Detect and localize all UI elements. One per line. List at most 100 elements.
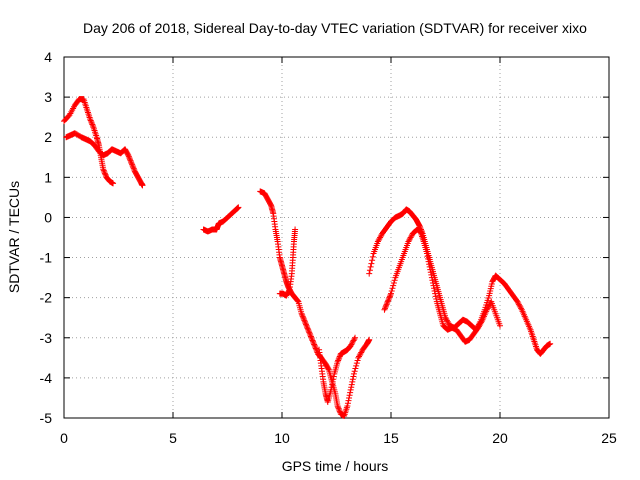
data-point	[308, 334, 315, 341]
data-point	[429, 277, 436, 284]
data-point	[308, 336, 315, 343]
y-tick-label: 4	[44, 49, 52, 65]
data-point	[301, 317, 308, 324]
data-point	[334, 358, 341, 365]
data-point	[428, 271, 435, 278]
data-point	[517, 304, 524, 311]
data-point	[130, 164, 137, 171]
data-point	[348, 381, 355, 388]
y-tick-label: 3	[44, 89, 52, 105]
data-point	[353, 362, 360, 369]
data-point	[348, 384, 355, 391]
grid-layer	[64, 57, 609, 418]
data-point	[87, 117, 94, 124]
data-point	[304, 324, 311, 331]
data-point	[352, 334, 359, 341]
series-track-2	[63, 130, 146, 189]
data-point	[382, 305, 389, 312]
data-point	[407, 234, 414, 241]
data-point	[515, 300, 522, 307]
data-point	[310, 338, 317, 345]
data-point	[388, 287, 395, 294]
data-point	[349, 376, 356, 383]
series-track-8	[381, 226, 503, 345]
data-point	[312, 344, 319, 351]
data-point	[431, 285, 438, 292]
data-point	[336, 406, 343, 413]
data-point	[299, 313, 306, 320]
data-point	[377, 233, 384, 240]
data-point	[110, 180, 117, 187]
data-point	[356, 353, 363, 360]
chart-title: Day 206 of 2018, Sidereal Day-to-day VTE…	[83, 20, 587, 36]
data-point	[344, 402, 351, 409]
data-point	[428, 274, 435, 281]
data-point	[349, 378, 356, 385]
data-point	[235, 204, 242, 211]
x-tick-label: 25	[601, 430, 617, 446]
data-point	[127, 157, 134, 164]
data-point	[301, 318, 308, 325]
data-point	[130, 165, 137, 172]
data-point	[383, 302, 390, 309]
data-point	[366, 267, 373, 274]
data-point	[300, 316, 307, 323]
data-point	[368, 260, 375, 267]
data-point	[497, 322, 503, 329]
data-point	[350, 337, 357, 344]
data-point	[352, 365, 359, 372]
data-point	[298, 310, 305, 317]
data-point	[336, 408, 343, 415]
data-point	[376, 235, 383, 242]
data-point	[311, 342, 318, 349]
data-point	[385, 296, 392, 303]
data-point	[353, 360, 360, 367]
data-point	[126, 156, 133, 163]
data-point	[312, 345, 319, 352]
data-point	[384, 300, 391, 307]
data-point	[476, 322, 483, 329]
data-point	[336, 354, 343, 361]
data-point	[351, 336, 358, 343]
data-point	[88, 120, 95, 127]
data-point	[432, 290, 439, 297]
data-point	[330, 376, 337, 383]
data-point	[305, 328, 312, 335]
data-point	[346, 392, 353, 399]
data-point	[391, 277, 398, 284]
data-point	[299, 312, 306, 319]
data-point	[89, 121, 96, 128]
data-point	[367, 263, 374, 270]
data-point	[406, 237, 413, 244]
data-point	[350, 373, 357, 380]
data-point	[329, 378, 336, 385]
data-point	[311, 341, 318, 348]
data-point	[429, 279, 436, 286]
data-point	[515, 301, 522, 308]
data-point	[427, 266, 434, 273]
data-point	[139, 182, 146, 189]
data-point	[330, 373, 337, 380]
y-tick-label: 2	[44, 129, 52, 145]
data-point	[294, 297, 301, 304]
plot-frame	[63, 56, 610, 419]
data-point	[426, 261, 433, 268]
y-tick-label: -1	[40, 250, 53, 266]
data-point	[345, 397, 352, 404]
data-point	[303, 322, 310, 329]
data-point	[347, 386, 354, 393]
data-point	[101, 170, 108, 177]
data-point	[478, 318, 485, 325]
data-point	[425, 255, 432, 262]
data-point	[430, 282, 437, 289]
data-point	[382, 304, 389, 311]
data-point	[310, 340, 317, 347]
series-track-5	[276, 226, 299, 299]
data-point	[128, 160, 135, 167]
y-axis-label: SDTVAR / TECUs	[6, 181, 22, 293]
data-point	[129, 161, 136, 168]
data-point	[302, 321, 309, 328]
data-point	[347, 342, 354, 349]
data-point	[433, 296, 440, 303]
x-tick-label: 10	[274, 430, 290, 446]
